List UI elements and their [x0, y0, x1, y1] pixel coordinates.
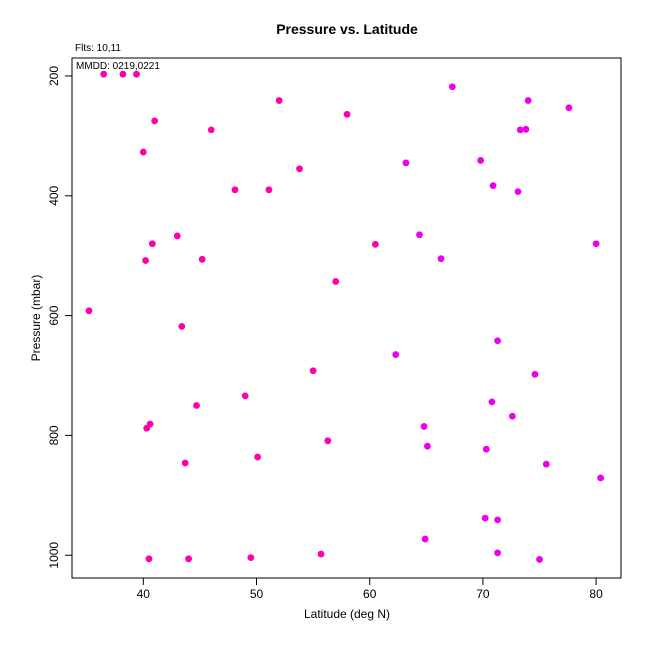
data-point	[247, 554, 255, 562]
data-point	[133, 70, 140, 78]
data-point	[514, 188, 522, 195]
data-point	[178, 322, 186, 330]
date-annotation: MMDD: 0219,0221	[76, 61, 160, 72]
x-tick-label: 70	[476, 587, 490, 601]
y-tick-label: 800	[47, 425, 61, 445]
data-point	[437, 255, 445, 263]
data-point	[420, 423, 428, 430]
data-point	[597, 474, 605, 482]
data-point	[516, 126, 524, 134]
data-point	[296, 165, 303, 173]
y-tick-label: 600	[47, 305, 61, 325]
data-point	[421, 535, 429, 543]
data-point	[151, 117, 159, 125]
data-points	[85, 70, 605, 563]
data-point	[424, 442, 431, 450]
data-point	[482, 445, 490, 453]
data-point	[100, 70, 108, 78]
data-point	[522, 125, 530, 133]
data-point	[145, 555, 153, 563]
data-point	[309, 367, 317, 375]
data-point	[142, 257, 149, 264]
data-point	[481, 514, 489, 522]
y-axis: 200 400 600 800 1000	[47, 66, 72, 569]
data-point	[185, 555, 192, 563]
y-tick-label: 1000	[47, 542, 61, 569]
data-point	[508, 412, 516, 420]
x-tick-label: 50	[250, 587, 264, 601]
y-tick-label: 200	[47, 66, 61, 86]
data-point	[343, 110, 351, 118]
x-tick-label: 40	[137, 587, 151, 601]
data-point	[324, 437, 332, 445]
data-point	[332, 278, 340, 285]
data-point	[198, 255, 206, 263]
y-tick-label: 400	[47, 185, 61, 205]
data-point	[489, 182, 497, 190]
data-point	[275, 97, 283, 104]
chart-title: Pressure vs. Latitude	[276, 21, 418, 37]
data-point	[371, 240, 379, 248]
data-point	[148, 240, 156, 248]
data-point	[494, 516, 502, 524]
data-point	[173, 232, 181, 240]
data-point	[231, 186, 239, 194]
x-axis-label: Latitude (deg N)	[304, 607, 390, 621]
data-point	[592, 240, 600, 248]
data-point	[317, 550, 325, 558]
data-point	[119, 70, 127, 78]
data-point	[536, 556, 543, 563]
data-point	[494, 549, 502, 557]
data-point	[488, 398, 496, 406]
data-point	[139, 148, 147, 156]
flights-annotation: Flts: 10,11	[75, 43, 121, 54]
data-point	[207, 126, 215, 134]
data-point	[416, 231, 423, 239]
x-tick-label: 60	[363, 587, 377, 601]
data-point	[241, 392, 249, 400]
data-point	[254, 453, 262, 461]
data-point	[542, 460, 550, 468]
data-point	[265, 186, 273, 194]
x-axis: 40 50 60 70 80	[137, 578, 603, 601]
data-point	[524, 97, 532, 104]
data-point	[448, 83, 456, 91]
plot-frame	[71, 57, 622, 579]
x-tick-label: 80	[589, 587, 603, 601]
data-point	[494, 337, 502, 345]
data-point	[85, 307, 93, 315]
data-point	[477, 157, 485, 164]
data-point	[402, 159, 410, 167]
data-point	[531, 370, 539, 378]
data-point	[143, 424, 151, 432]
data-point	[193, 402, 200, 409]
data-point	[565, 104, 573, 112]
y-axis-label: Pressure (mbar)	[29, 275, 43, 362]
data-point	[392, 351, 400, 358]
data-point	[181, 459, 189, 467]
